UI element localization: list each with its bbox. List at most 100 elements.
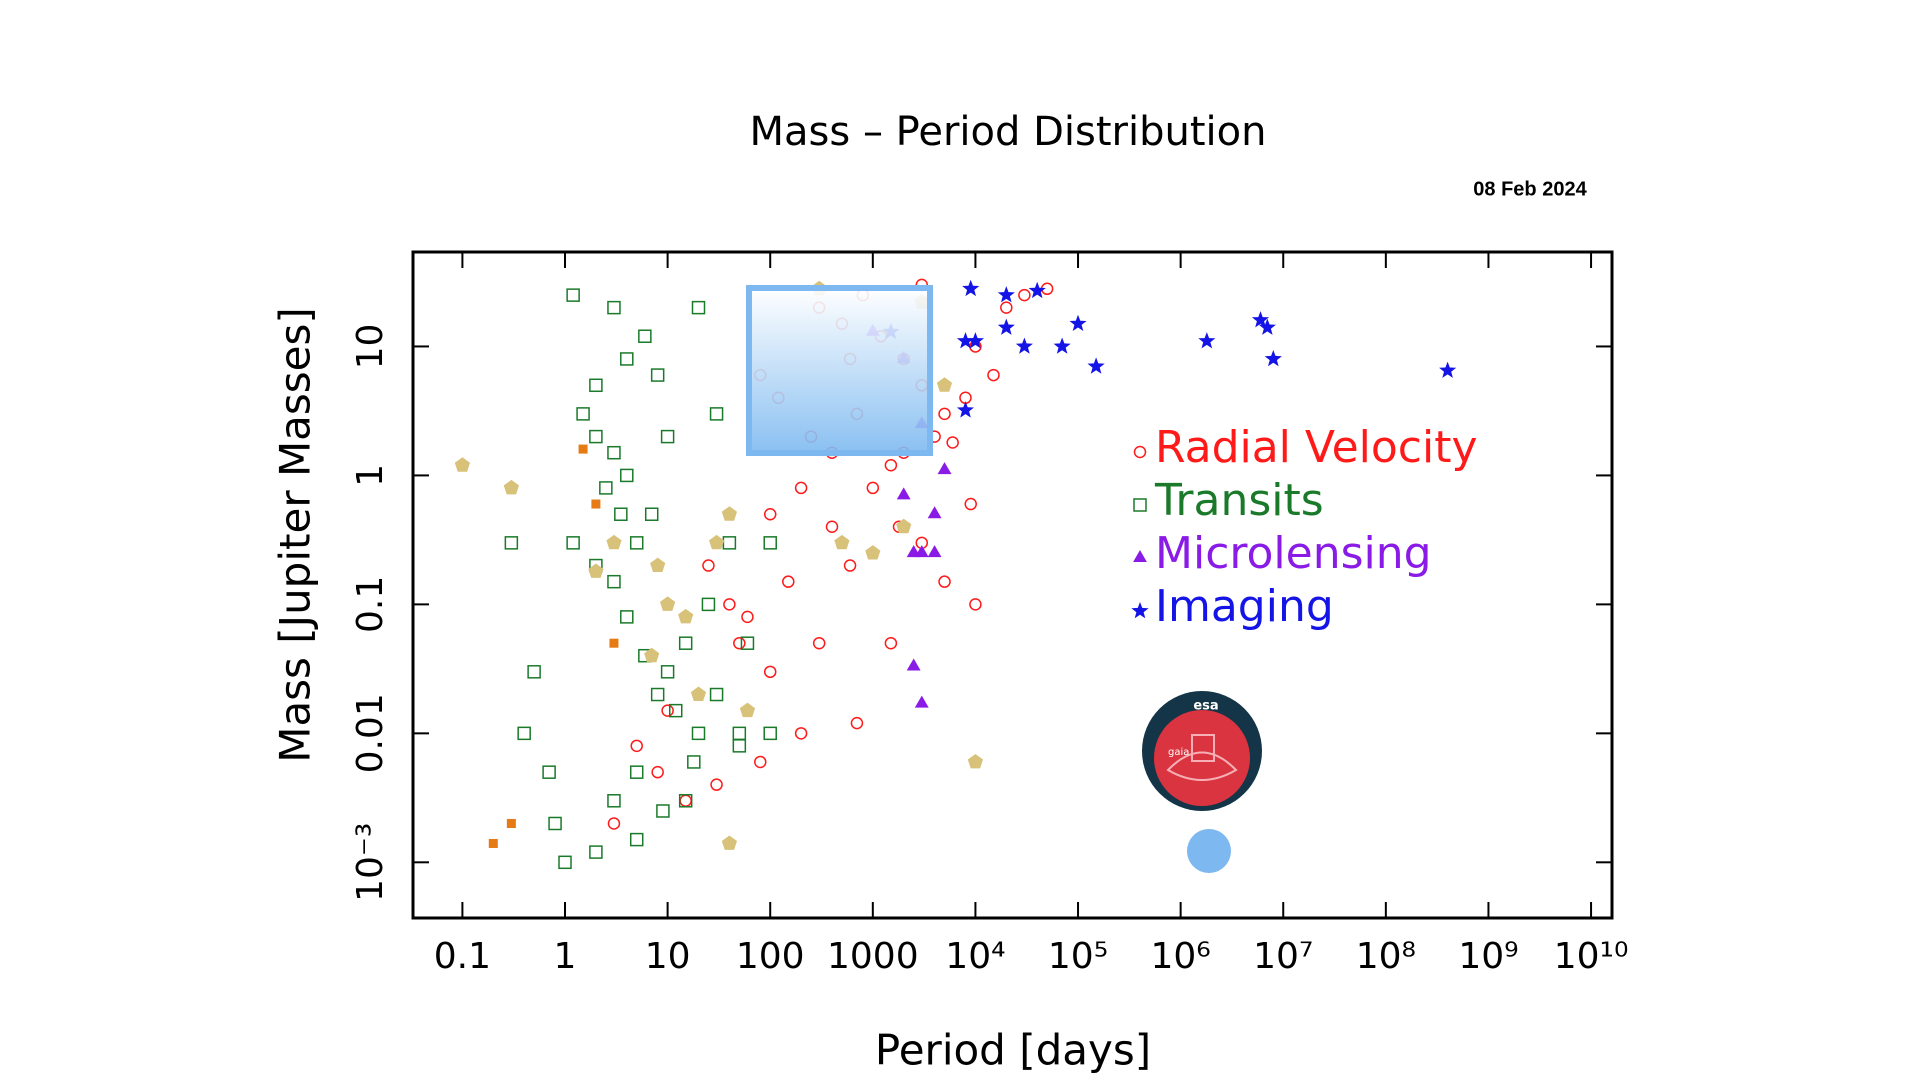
blue-dot <box>1187 829 1231 873</box>
point <box>732 739 747 753</box>
x-tick-label: 1000 <box>827 936 919 977</box>
point <box>589 429 603 444</box>
y-tick-label: 0.1 <box>350 576 391 633</box>
date: 08 Feb 2024 <box>1473 178 1587 200</box>
gaia-logo: esa gaia <box>1142 691 1262 811</box>
point <box>620 610 634 624</box>
legend-label: Imaging <box>1155 581 1334 632</box>
point <box>614 507 628 521</box>
point <box>732 726 747 741</box>
point <box>1439 361 1457 378</box>
point <box>763 536 777 550</box>
point <box>763 507 777 521</box>
point <box>589 845 603 859</box>
point <box>506 818 516 828</box>
point <box>591 499 601 509</box>
point <box>656 804 670 818</box>
point <box>651 765 664 779</box>
point <box>850 716 864 730</box>
point <box>630 739 643 753</box>
point <box>722 536 737 550</box>
point <box>542 765 556 779</box>
point <box>629 765 644 779</box>
x-tick-label: 10⁷ <box>1253 936 1313 977</box>
point <box>914 695 929 708</box>
point <box>884 458 898 472</box>
point <box>588 563 604 578</box>
point <box>607 794 621 808</box>
point <box>687 755 701 769</box>
y-axis-label: Mass [Jupiter Masses] <box>271 307 320 763</box>
point <box>644 507 659 521</box>
point <box>739 702 756 718</box>
point <box>660 429 675 444</box>
x-tick-label: 10⁵ <box>1048 936 1108 977</box>
logo-mission: gaia <box>1168 747 1189 758</box>
point <box>946 436 959 449</box>
point <box>566 536 580 550</box>
point <box>782 575 795 588</box>
point <box>1087 357 1105 374</box>
point <box>650 557 666 572</box>
point <box>956 332 974 349</box>
point <box>1069 314 1087 331</box>
point <box>638 329 652 343</box>
point <box>723 598 736 611</box>
point <box>997 286 1015 303</box>
y-tick-label: 10⁻³ <box>350 823 391 902</box>
point <box>620 352 634 366</box>
point <box>620 468 634 483</box>
point <box>517 726 531 741</box>
point <box>987 368 1000 382</box>
point <box>825 520 839 533</box>
point <box>914 545 929 558</box>
point <box>1264 350 1282 367</box>
point <box>709 534 725 550</box>
point <box>629 536 644 550</box>
point <box>589 378 603 393</box>
point <box>896 487 911 500</box>
point <box>906 658 921 671</box>
y-tick-label: 10 <box>350 324 391 370</box>
x-tick-label: 0.1 <box>434 936 491 977</box>
point <box>660 665 675 679</box>
legend-label: Microlensing <box>1155 528 1432 579</box>
point <box>1251 311 1269 328</box>
x-tick-label: 100 <box>736 936 805 977</box>
point <box>956 401 974 418</box>
point <box>488 838 498 848</box>
point <box>865 545 881 560</box>
point <box>702 559 715 572</box>
legend-marker <box>1133 550 1147 562</box>
point <box>709 407 724 421</box>
point <box>503 479 519 495</box>
point <box>794 481 808 495</box>
point <box>650 687 665 702</box>
point <box>599 481 613 495</box>
x-tick-label: 10⁶ <box>1151 936 1211 977</box>
x-tick-label: 10⁹ <box>1458 936 1518 977</box>
point <box>1000 301 1013 314</box>
legend-marker <box>1133 445 1147 459</box>
chart-title: Mass – Period Distribution <box>750 109 1267 155</box>
point <box>679 794 692 808</box>
point <box>794 727 808 740</box>
point <box>927 545 942 558</box>
point <box>938 407 951 421</box>
point <box>733 636 746 650</box>
point <box>607 300 621 315</box>
point <box>454 457 470 472</box>
point <box>721 835 737 850</box>
point <box>763 726 777 741</box>
point <box>1028 281 1046 299</box>
point <box>607 445 621 460</box>
point <box>966 332 984 349</box>
point <box>609 638 619 648</box>
point <box>690 686 707 701</box>
point <box>964 497 977 511</box>
point <box>504 536 519 550</box>
point <box>1018 288 1031 302</box>
legend-marker <box>1131 602 1149 619</box>
